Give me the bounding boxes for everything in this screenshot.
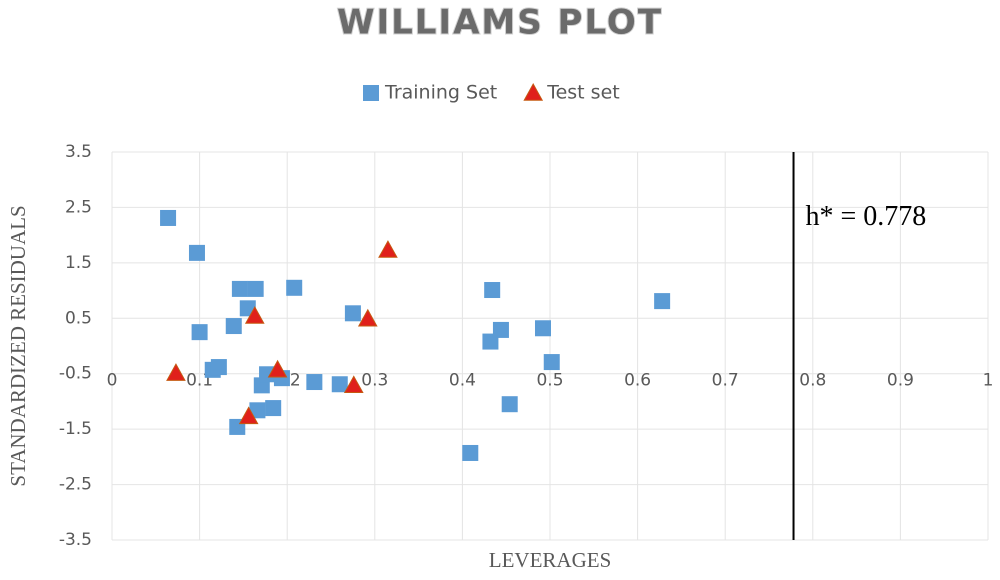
point [654,293,671,310]
grid [111,151,989,541]
point [244,306,265,324]
point [188,244,205,261]
point [306,374,323,391]
point [286,279,303,296]
point [210,359,227,376]
x-tick-label: 0.5 [536,371,563,391]
point [357,308,378,327]
point [267,359,288,378]
x-tick-label: 0.8 [799,371,826,391]
point [238,406,259,425]
x-axis-title: LEVERAGES [489,548,612,572]
x-tick-label: 1 [983,371,994,391]
x-tick-label: 0.3 [361,371,388,391]
point [484,282,501,299]
y-tick-label: 1.5 [65,253,92,273]
y-tick-label: 0.5 [65,308,92,328]
point [378,240,398,258]
point [166,363,186,381]
legend-label: Test set [546,82,620,104]
legend-label: Training Set [384,82,497,104]
y-tick-label: 3.5 [65,142,92,162]
point [247,280,264,297]
y-tick-label: -0.5 [59,364,92,384]
legend-marker [363,85,379,101]
point [259,366,276,383]
y-tick-label: -3.5 [59,530,92,550]
y-axis-title: STANDARDIZED RESIDUALS [6,205,30,486]
series [160,209,671,461]
y-tick-label: 2.5 [65,197,92,217]
x-tick-label: 0.6 [624,371,651,391]
point [492,321,509,338]
series [166,240,398,425]
y-tick-label: -2.5 [59,475,92,495]
x-tick-label: 0 [107,371,118,391]
legend-marker [523,82,544,101]
x-tick-label: 0.9 [887,371,914,391]
point [534,320,551,337]
point [265,400,282,417]
point [225,318,242,335]
point [462,444,479,461]
point [191,324,208,341]
point [231,280,248,297]
point [543,354,560,371]
point [344,305,361,322]
x-tick-label: 0.4 [449,371,476,391]
y-tick-label: -1.5 [59,419,92,439]
legend: Training Set Test set [363,82,620,104]
point [501,396,518,413]
chart-title: WILLIAMS PLOT [337,3,663,43]
x-tick-label: 0.7 [712,371,739,391]
threshold-label: h* = 0.778 [806,201,927,232]
point [331,376,348,393]
point [160,209,177,226]
point [343,375,364,394]
point [249,402,266,419]
